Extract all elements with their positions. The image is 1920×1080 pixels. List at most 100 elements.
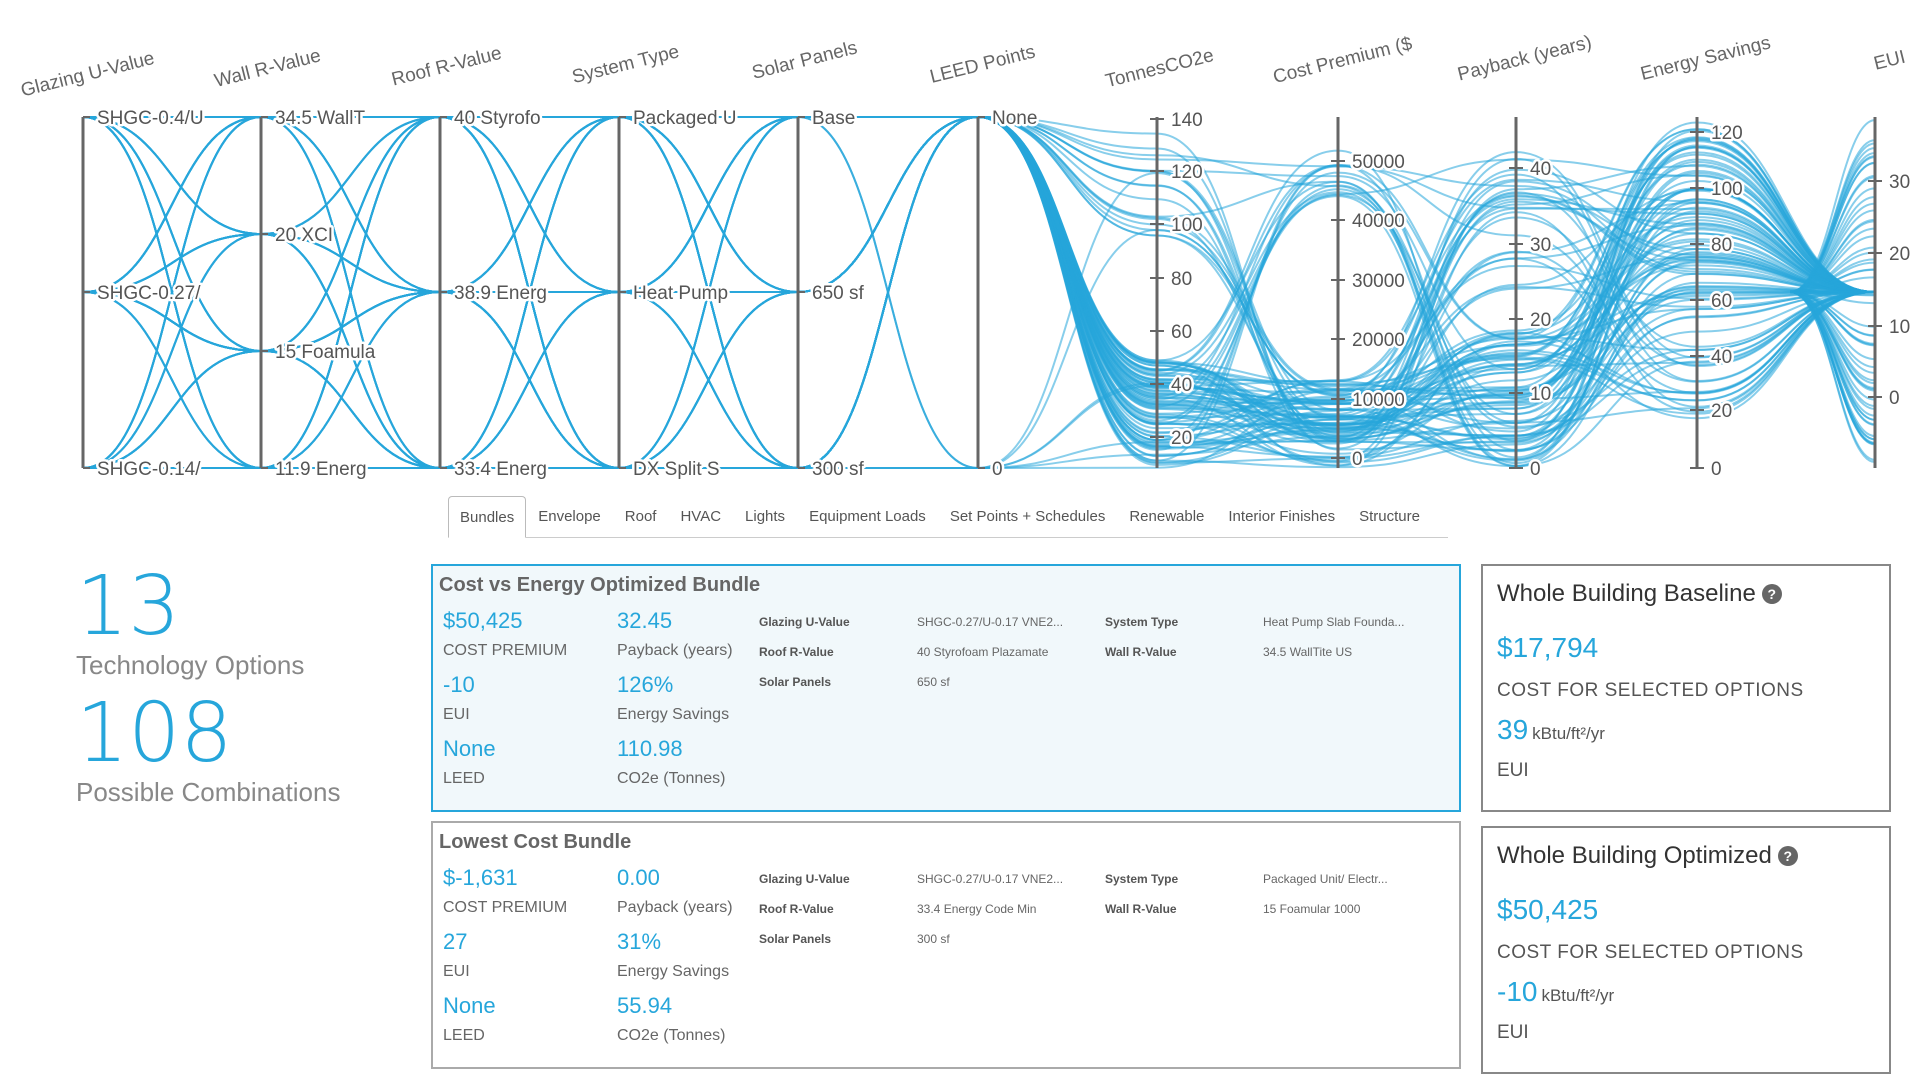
tick-label: 20000 (1352, 330, 1405, 351)
metric-co2e: 55.94 CO2e (Tonnes) (617, 993, 787, 1045)
stat-possible-combinations: 108 Possible Combinations (76, 693, 340, 808)
metric-label: EUI (443, 706, 470, 723)
bundle-cost-vs-energy[interactable]: Cost vs Energy Optimized Bundle $50,425 … (431, 564, 1461, 812)
tick-label: 30000 (1352, 271, 1405, 292)
metric-value: 126% (617, 672, 674, 697)
tick-label: 10 (1530, 384, 1551, 405)
metric-label: LEED (443, 1027, 485, 1044)
tick-label: Packaged U (633, 108, 737, 129)
detail-key: System Type (1105, 615, 1179, 629)
metric-eui: -10 EUI (443, 672, 613, 724)
bundle-title: Lowest Cost Bundle (439, 831, 632, 853)
tick-label: 30 (1889, 172, 1910, 193)
summary-title: Whole Building Baseline ? (1497, 580, 1782, 608)
combination-line (82, 115, 1876, 470)
tab-lights[interactable]: Lights (745, 508, 786, 525)
eui-fan-line (1789, 291, 1876, 337)
axis-title-co2: TonnesCO2e (1103, 45, 1216, 92)
detail-key: Roof R-Value (759, 902, 834, 916)
axis-solar[interactable]: Solar Panels Base 650 sf 300 sf (750, 37, 867, 482)
metric-label: EUI (443, 963, 470, 980)
tick-label: 100 (1711, 179, 1743, 200)
metric-label: COST PREMIUM (443, 642, 568, 659)
axis-title-glazing: Glazing U-Value (19, 48, 157, 102)
metric-co2e: 110.98 CO2e (Tonnes) (617, 736, 787, 788)
tick-label: 20 (1889, 244, 1910, 265)
tick-label: 0 (1352, 449, 1363, 470)
tab-hvac[interactable]: HVAC (680, 508, 722, 525)
summary-eui: -10 kBtu/ft²/yr (1497, 976, 1614, 1008)
tick-label: 11.9 Energ (275, 459, 367, 480)
tab-equipment-loads[interactable]: Equipment Loads (809, 508, 926, 525)
tab-bundles[interactable]: Bundles (448, 496, 527, 538)
axis-roof[interactable]: Roof R-Value 40 Styrofo 38.9 Energ 33.4 Ene… (389, 43, 549, 483)
tick-label: 120 (1711, 123, 1743, 144)
eui-fan-line (1789, 291, 1876, 464)
tick-label: 40 (1711, 347, 1732, 368)
stat-value: 13 (76, 559, 181, 654)
tick-label: SHGC-0.4/U (97, 108, 204, 129)
help-icon[interactable]: ? (1761, 584, 1782, 604)
metric-leed: None LEED (443, 736, 613, 788)
metric-value: None (443, 993, 496, 1018)
metric-value: $50,425 (443, 608, 523, 633)
tab-structure[interactable]: Structure (1359, 508, 1420, 525)
metric-value: 55.94 (617, 993, 673, 1018)
metric-label: CO2e (Tonnes) (617, 770, 726, 787)
summary-eui-unit: kBtu/ft²/yr (1532, 724, 1605, 743)
axis-title-leed: LEED Points (928, 41, 1038, 87)
summary-cost-label: COST FOR SELECTED OPTIONS (1497, 942, 1804, 963)
detail-value: SHGC-0.27/U-0.17 VNE2... (917, 872, 1064, 886)
summary-title: Whole Building Optimized ? (1497, 842, 1798, 870)
bundle-lowest-cost[interactable]: Lowest Cost Bundle $-1,631 COST PREMIUM … (431, 821, 1461, 1069)
tab-roof[interactable]: Roof (624, 508, 657, 525)
axis-title-wall: Wall R-Value (212, 45, 323, 92)
tab-envelope[interactable]: Envelope (538, 508, 601, 525)
summary-cost: $17,794 (1497, 632, 1599, 663)
tick-label: 10000 (1352, 390, 1405, 411)
axis-glazing[interactable]: Glazing U-Value SHGC-0.4/U SHGC-0.27/SHGC-… (19, 48, 206, 483)
axis-title-system: System Type (570, 41, 681, 88)
detail-value: 15 Foamular 1000 (1263, 902, 1361, 916)
detail-value: 650 sf (917, 675, 950, 689)
tick-label: 33.4 Energ (454, 459, 547, 480)
tick-label: 140 (1171, 110, 1203, 131)
detail-key: Wall R-Value (1105, 902, 1177, 916)
axis-payback[interactable]: Payback (years) 40 30 20 10 0 (1456, 32, 1594, 483)
detail-key: Solar Panels (759, 675, 832, 689)
tick-label: 120 (1171, 162, 1203, 183)
tab-renewable[interactable]: Renewable (1129, 508, 1205, 525)
metric-value: 31% (617, 929, 662, 954)
axis-leed[interactable]: LEED Points None 0 (928, 41, 1040, 482)
stat-label: Technology Options (76, 650, 305, 680)
metric-label: Payback (years) (617, 642, 733, 659)
detail-key: Solar Panels (759, 932, 832, 946)
axis-eui[interactable]: EUI 30 20 10 0 (1868, 47, 1913, 468)
eui-fan-line (1789, 261, 1876, 293)
bundle-title: Cost vs Energy Optimized Bundle (439, 574, 761, 596)
detail-value: 34.5 WallTite US (1263, 645, 1353, 659)
eui-fan-line (1789, 187, 1876, 293)
help-icon[interactable]: ? (1777, 846, 1798, 866)
summary-eui: 39 kBtu/ft²/yr (1497, 714, 1605, 746)
summary-cost: $50,425 (1497, 894, 1599, 925)
parallel-coordinates-chart[interactable]: Glazing U-Value SHGC-0.4/U SHGC-0.27/SHGC-… (0, 0, 1920, 490)
metric-label: CO2e (Tonnes) (617, 1027, 726, 1044)
stat-label: Possible Combinations (76, 777, 341, 807)
tick-label: 40 (1530, 159, 1551, 180)
tick-label: DX Split S (633, 459, 720, 480)
axis-title-energy: Energy Savings (1639, 32, 1773, 85)
summary-eui-unit: kBtu/ft²/yr (1541, 986, 1615, 1005)
tab-set-points-schedules[interactable]: Set Points + Schedules (949, 508, 1106, 525)
detail-key: Glazing U-Value (759, 872, 850, 886)
metric-value: 110.98 (617, 736, 683, 761)
tick-label: 80 (1711, 235, 1732, 256)
summary-title-text: Whole Building Baseline (1497, 580, 1756, 607)
tab-interior-finishes[interactable]: Interior Finishes (1228, 508, 1336, 525)
axis-title-cost: Cost Premium ($ (1271, 33, 1415, 88)
tick-label: 34.5 WallT (275, 108, 365, 129)
metric-payback: 0.00 Payback (years) (617, 865, 787, 917)
tick-label: 80 (1171, 269, 1192, 290)
axis-system[interactable]: System Type Packaged U Heat Pump DX Split S (570, 41, 739, 482)
tick-label: 30 (1530, 235, 1551, 256)
